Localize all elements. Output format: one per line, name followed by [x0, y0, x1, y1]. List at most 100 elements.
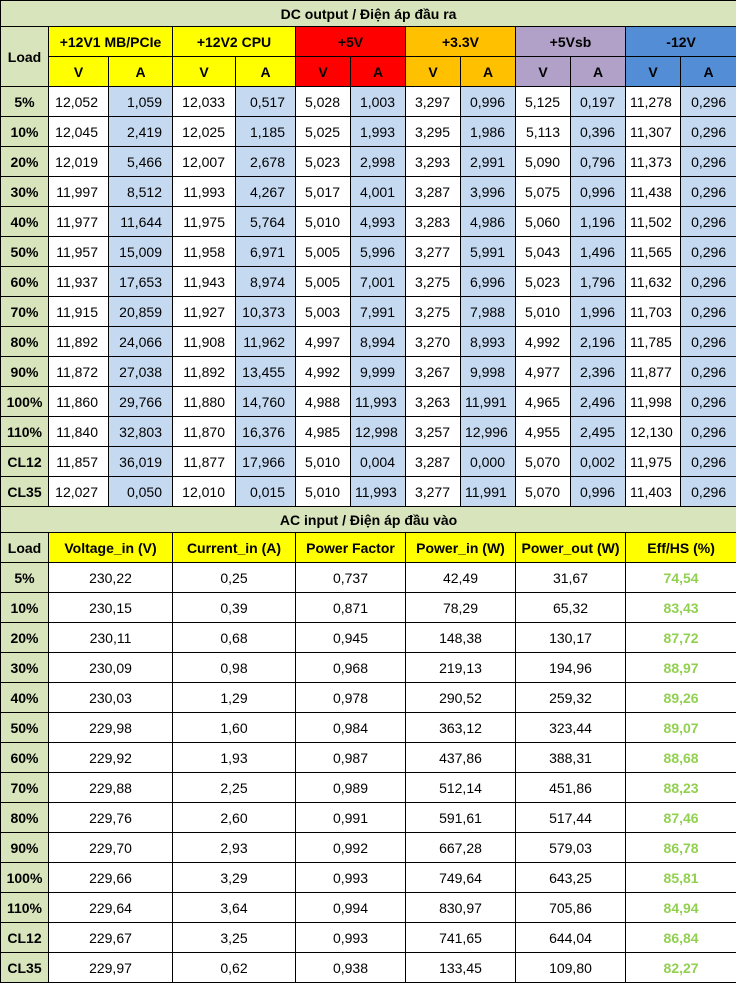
- ac-value-cell: 517,44: [516, 803, 626, 833]
- volt-cell: 5,043: [516, 237, 571, 267]
- amp-cell: 11,991: [461, 387, 516, 417]
- volt-cell: 11,840: [49, 417, 109, 447]
- volt-cell: 3,270: [406, 327, 461, 357]
- rail-header: +12V2 CPU: [173, 27, 296, 57]
- volt-header: V: [49, 57, 109, 87]
- ac-value-cell: 0,993: [296, 863, 406, 893]
- amp-cell: 7,991: [351, 297, 406, 327]
- ac-value-cell: 0,994: [296, 893, 406, 923]
- dc-output-title: DC output / Điện áp đầu ra: [1, 1, 736, 27]
- ac-value-cell: 437,86: [406, 743, 516, 773]
- volt-header: V: [173, 57, 236, 87]
- ac-value-cell: 0,989: [296, 773, 406, 803]
- load-cell: 30%: [1, 177, 49, 207]
- ac-value-cell: 323,44: [516, 713, 626, 743]
- ac-column-header: Eff/HS (%): [626, 533, 736, 563]
- volt-cell: 11,403: [626, 477, 681, 507]
- amp-cell: 0,197: [571, 87, 626, 117]
- ac-value-cell: 512,14: [406, 773, 516, 803]
- volt-header: V: [516, 57, 571, 87]
- load-cell: 80%: [1, 327, 49, 357]
- ac-value-cell: 229,66: [49, 863, 173, 893]
- amp-cell: 4,001: [351, 177, 406, 207]
- load-cell: 10%: [1, 593, 49, 623]
- ac-value-cell: 0,991: [296, 803, 406, 833]
- amp-cell: 0,296: [681, 477, 736, 507]
- volt-cell: 11,975: [626, 447, 681, 477]
- ac-value-cell: 229,88: [49, 773, 173, 803]
- load-cell: 60%: [1, 743, 49, 773]
- load-cell: 20%: [1, 147, 49, 177]
- load-cell: 70%: [1, 773, 49, 803]
- ac-input-title: AC input / Điện áp đầu vào: [1, 507, 736, 533]
- amp-cell: 0,296: [681, 447, 736, 477]
- ac-value-cell: 0,68: [173, 623, 296, 653]
- amp-cell: 0,296: [681, 87, 736, 117]
- volt-cell: 12,019: [49, 147, 109, 177]
- load-cell: 110%: [1, 893, 49, 923]
- amp-cell: 5,996: [351, 237, 406, 267]
- amp-cell: 0,296: [681, 357, 736, 387]
- ac-value-cell: 0,984: [296, 713, 406, 743]
- amp-header: A: [109, 57, 173, 87]
- load-cell: 5%: [1, 87, 49, 117]
- efficiency-cell: 84,94: [626, 893, 736, 923]
- amp-cell: 9,999: [351, 357, 406, 387]
- volt-cell: 11,307: [626, 117, 681, 147]
- volt-cell: 4,997: [296, 327, 351, 357]
- amp-cell: 17,653: [109, 267, 173, 297]
- amp-cell: 5,991: [461, 237, 516, 267]
- efficiency-cell: 82,27: [626, 953, 736, 983]
- volt-cell: 3,287: [406, 447, 461, 477]
- volt-cell: 5,113: [516, 117, 571, 147]
- amp-cell: 2,496: [571, 387, 626, 417]
- load-cell: 90%: [1, 833, 49, 863]
- amp-cell: 15,009: [109, 237, 173, 267]
- amp-cell: 24,066: [109, 327, 173, 357]
- load-cell: 100%: [1, 863, 49, 893]
- amp-cell: 7,988: [461, 297, 516, 327]
- amp-cell: 9,998: [461, 357, 516, 387]
- amp-cell: 36,019: [109, 447, 173, 477]
- ac-value-cell: 130,17: [516, 623, 626, 653]
- amp-cell: 8,994: [351, 327, 406, 357]
- rail-header: +12V1 MB/PCIe: [49, 27, 173, 57]
- amp-cell: 0,296: [681, 267, 736, 297]
- load-cell: 40%: [1, 683, 49, 713]
- amp-cell: 11,993: [351, 477, 406, 507]
- volt-cell: 5,090: [516, 147, 571, 177]
- volt-cell: 11,438: [626, 177, 681, 207]
- ac-value-cell: 0,871: [296, 593, 406, 623]
- volt-cell: 5,023: [516, 267, 571, 297]
- volt-cell: 12,045: [49, 117, 109, 147]
- load-cell: 20%: [1, 623, 49, 653]
- amp-cell: 11,644: [109, 207, 173, 237]
- volt-cell: 12,010: [173, 477, 236, 507]
- amp-cell: 2,998: [351, 147, 406, 177]
- volt-cell: 11,937: [49, 267, 109, 297]
- volt-cell: 12,025: [173, 117, 236, 147]
- volt-cell: 11,975: [173, 207, 236, 237]
- amp-cell: 1,496: [571, 237, 626, 267]
- amp-cell: 5,466: [109, 147, 173, 177]
- amp-cell: 6,996: [461, 267, 516, 297]
- amp-header: A: [236, 57, 296, 87]
- rail-header: +5V: [296, 27, 406, 57]
- ac-value-cell: 3,29: [173, 863, 296, 893]
- efficiency-cell: 89,26: [626, 683, 736, 713]
- ac-value-cell: 229,67: [49, 923, 173, 953]
- amp-cell: 1,986: [461, 117, 516, 147]
- volt-cell: 5,075: [516, 177, 571, 207]
- volt-cell: 4,992: [516, 327, 571, 357]
- amp-cell: 2,196: [571, 327, 626, 357]
- efficiency-cell: 86,78: [626, 833, 736, 863]
